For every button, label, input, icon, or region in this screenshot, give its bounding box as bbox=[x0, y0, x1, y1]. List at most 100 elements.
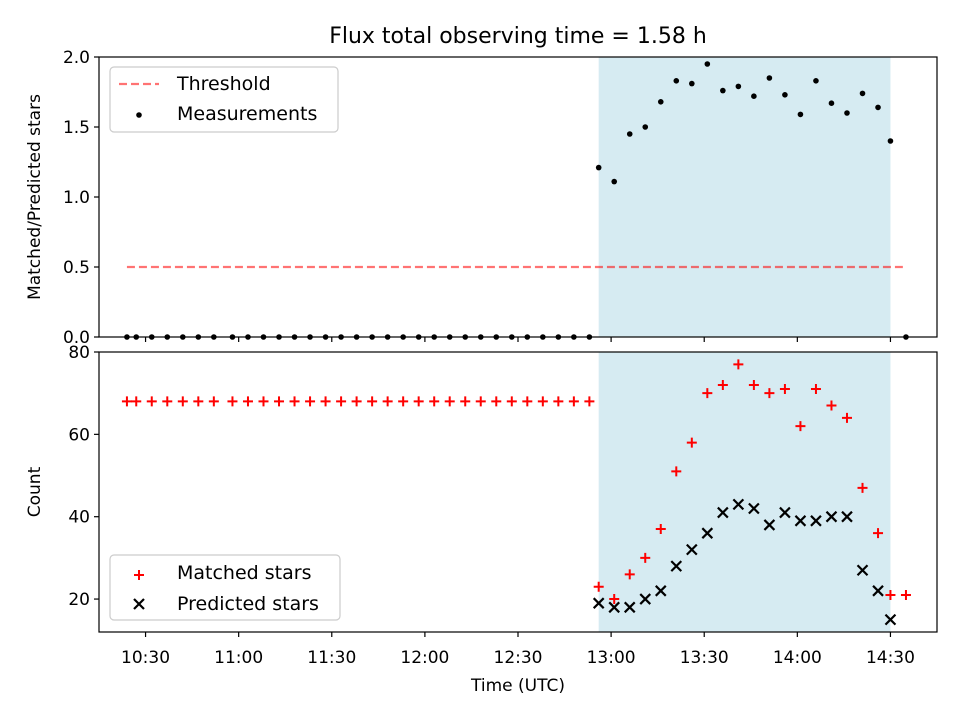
legend-matched-swatch bbox=[134, 570, 144, 580]
matched-star-marker bbox=[779, 384, 790, 395]
matched-star-marker bbox=[764, 388, 775, 399]
measurement-point bbox=[844, 110, 850, 116]
predicted-star-marker bbox=[639, 593, 652, 605]
matched-star-marker bbox=[208, 396, 219, 407]
legend-box bbox=[109, 554, 341, 621]
matched-star-marker bbox=[460, 396, 471, 407]
x-tick-label: 12:30 bbox=[494, 648, 543, 668]
y-tick-label: 0.5 bbox=[63, 258, 90, 278]
predicted-star-marker bbox=[748, 502, 760, 515]
matched-star-marker bbox=[702, 388, 713, 399]
y-tick-label: 1.0 bbox=[63, 188, 90, 208]
measurement-point bbox=[782, 92, 788, 98]
predicted-star-marker bbox=[794, 515, 807, 527]
x-axis-label: Time (UTC) bbox=[470, 676, 565, 696]
x-tick-label: 10:30 bbox=[121, 648, 170, 668]
matched-star-marker bbox=[584, 396, 595, 407]
legend: Matched stars Predicted stars bbox=[109, 554, 341, 621]
measurement-point bbox=[611, 178, 618, 185]
legend-measurements-swatch bbox=[136, 112, 142, 118]
legend-label: Predicted stars bbox=[177, 593, 319, 615]
measurement-point bbox=[642, 124, 649, 130]
matched-star-marker bbox=[686, 437, 697, 448]
predicted-star-marker bbox=[592, 597, 605, 609]
matched-star-marker bbox=[640, 552, 651, 563]
matched-star-marker bbox=[522, 396, 533, 407]
predicted-star-marker bbox=[841, 510, 853, 523]
legend-label: Matched stars bbox=[177, 562, 311, 584]
predicted-star-marker bbox=[810, 515, 822, 527]
legend-box bbox=[109, 66, 339, 133]
predicted-star-marker bbox=[872, 585, 884, 597]
x-tick-label: 11:30 bbox=[307, 648, 356, 668]
matched-star-marker bbox=[717, 379, 728, 390]
matched-star-marker bbox=[320, 396, 331, 407]
measurement-point bbox=[626, 131, 633, 137]
x-tick-label: 12:00 bbox=[400, 648, 449, 668]
predicted-star-marker bbox=[686, 543, 698, 556]
measurement-point bbox=[828, 100, 835, 106]
y-tick-label: 60 bbox=[68, 425, 90, 445]
y-tick-label: 80 bbox=[68, 343, 90, 363]
matched-star-marker bbox=[227, 396, 238, 407]
matched-star-marker bbox=[177, 396, 188, 407]
measurement-point bbox=[813, 78, 819, 84]
measurement-point bbox=[887, 138, 894, 144]
predicted-star-marker bbox=[623, 601, 636, 614]
measurement-point bbox=[875, 104, 881, 111]
plot-area bbox=[124, 57, 909, 340]
measurement-point bbox=[704, 61, 711, 67]
predicted-star-marker bbox=[825, 510, 838, 523]
matched-star-marker bbox=[305, 396, 316, 407]
matched-star-marker bbox=[537, 396, 548, 407]
matched-star-marker bbox=[382, 396, 393, 407]
matched-star-marker bbox=[429, 396, 440, 407]
predicted-star-marker bbox=[654, 585, 667, 597]
chart-title: Flux total observing time = 1.58 h bbox=[329, 24, 707, 49]
top-panel: 0.0 0.5 1.0 1.5 2.0 Matched/Predicted stars Th… bbox=[25, 48, 938, 348]
matched-star-marker bbox=[795, 421, 806, 432]
matched-star-marker bbox=[162, 396, 173, 407]
y-tick-label: 2.0 bbox=[63, 48, 90, 68]
x-tick-label: 11:00 bbox=[214, 648, 263, 668]
matched-star-marker bbox=[810, 384, 821, 395]
matched-star-marker bbox=[131, 396, 142, 407]
matched-star-marker bbox=[885, 589, 896, 600]
predicted-star-marker bbox=[884, 613, 897, 626]
matched-star-marker bbox=[655, 524, 666, 535]
x-tick-label: 13:00 bbox=[587, 648, 636, 668]
measurement-point bbox=[657, 99, 664, 105]
predicted-star-marker bbox=[763, 519, 776, 531]
matched-star-marker bbox=[351, 396, 362, 407]
matched-star-marker bbox=[671, 466, 682, 477]
matched-star-marker bbox=[748, 379, 759, 390]
matched-star-marker bbox=[367, 396, 378, 407]
y-tick-label: 20 bbox=[68, 590, 90, 610]
matched-star-marker bbox=[242, 396, 253, 407]
y-axis-label: Count bbox=[25, 466, 45, 517]
matched-star-marker bbox=[289, 396, 300, 407]
observing-window-shade bbox=[598, 352, 891, 632]
matched-star-marker bbox=[624, 569, 635, 580]
predicted-star-marker bbox=[608, 601, 620, 614]
matched-star-marker bbox=[553, 396, 564, 407]
predicted-star-marker bbox=[779, 506, 791, 519]
y-axis-label: Matched/Predicted stars bbox=[25, 94, 45, 300]
predicted-star-marker bbox=[670, 560, 683, 572]
observing-window-shade bbox=[598, 57, 891, 337]
measurement-point bbox=[673, 78, 680, 84]
measurement-point bbox=[720, 87, 726, 94]
matched-star-marker bbox=[733, 359, 744, 370]
matched-star-marker bbox=[900, 589, 911, 600]
measurement-point bbox=[797, 111, 804, 118]
x-tick-label: 14:30 bbox=[866, 648, 915, 668]
predicted-star-marker bbox=[856, 564, 869, 577]
matched-star-marker bbox=[146, 396, 157, 407]
matched-star-marker bbox=[475, 396, 486, 407]
matched-star-marker bbox=[274, 396, 285, 407]
measurement-point bbox=[859, 90, 866, 97]
plot-area bbox=[121, 352, 911, 632]
legend-label: Measurements bbox=[177, 103, 317, 125]
legend: Threshold Measurements bbox=[109, 66, 339, 133]
